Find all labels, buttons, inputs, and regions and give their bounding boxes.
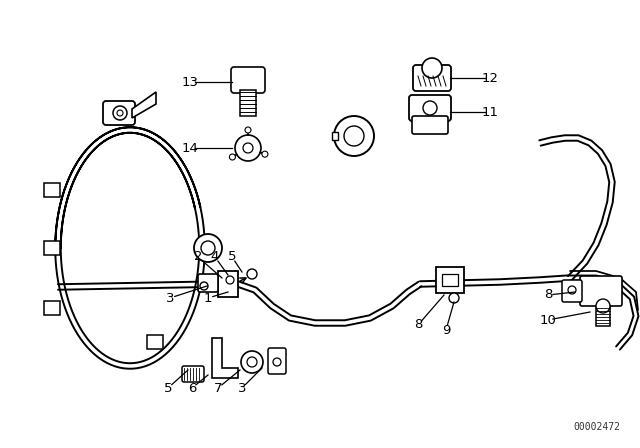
Bar [218, 271, 238, 297]
FancyBboxPatch shape [231, 67, 265, 93]
Text: 11: 11 [481, 105, 499, 119]
Bar [442, 274, 458, 286]
Text: 9: 9 [442, 323, 450, 336]
FancyBboxPatch shape [412, 116, 448, 134]
Circle shape [235, 135, 261, 161]
Text: 00002472: 00002472 [573, 422, 620, 432]
Circle shape [422, 58, 442, 78]
FancyBboxPatch shape [103, 101, 135, 125]
Text: 2: 2 [194, 250, 202, 263]
Text: 14: 14 [182, 142, 198, 155]
Text: 5: 5 [228, 250, 236, 263]
Bar [332, 132, 338, 140]
Text: 3: 3 [237, 382, 246, 395]
Polygon shape [212, 338, 238, 378]
Text: 4: 4 [211, 250, 219, 263]
Text: 12: 12 [481, 72, 499, 85]
Bar [44, 183, 60, 197]
Text: 5: 5 [164, 382, 172, 395]
Text: 1: 1 [204, 292, 212, 305]
Circle shape [247, 269, 257, 279]
Circle shape [334, 116, 374, 156]
Bar [44, 241, 60, 255]
FancyBboxPatch shape [409, 95, 451, 121]
Circle shape [596, 299, 610, 313]
Bar [240, 90, 256, 116]
Text: 6: 6 [188, 382, 196, 395]
Circle shape [423, 101, 437, 115]
Text: 7: 7 [214, 382, 222, 395]
FancyBboxPatch shape [562, 280, 582, 302]
Text: 3: 3 [166, 292, 174, 305]
Bar [44, 301, 60, 315]
Circle shape [243, 143, 253, 153]
Circle shape [247, 357, 257, 367]
FancyBboxPatch shape [413, 65, 451, 91]
FancyBboxPatch shape [198, 274, 218, 292]
Circle shape [200, 282, 208, 290]
FancyBboxPatch shape [182, 366, 204, 382]
Circle shape [241, 351, 263, 373]
Text: 8: 8 [544, 289, 552, 302]
Text: 8: 8 [414, 319, 422, 332]
FancyBboxPatch shape [580, 276, 622, 306]
Circle shape [245, 127, 251, 133]
Text: 10: 10 [540, 314, 556, 327]
Circle shape [201, 241, 215, 255]
Bar [596, 306, 610, 326]
Text: 13: 13 [182, 76, 198, 89]
Circle shape [273, 358, 281, 366]
Polygon shape [132, 92, 156, 118]
Circle shape [117, 110, 123, 116]
Circle shape [262, 151, 268, 157]
FancyBboxPatch shape [268, 348, 286, 374]
Bar [147, 335, 163, 349]
Circle shape [226, 276, 234, 284]
Circle shape [194, 234, 222, 262]
Circle shape [229, 154, 236, 160]
Circle shape [568, 286, 576, 294]
Circle shape [449, 293, 459, 303]
Circle shape [344, 126, 364, 146]
Circle shape [113, 106, 127, 120]
Bar [436, 267, 464, 293]
